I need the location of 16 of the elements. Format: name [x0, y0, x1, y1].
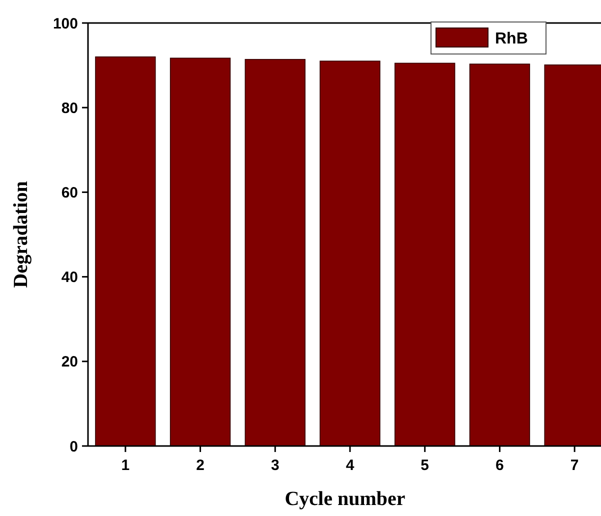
x-tick-label: 5 [420, 457, 430, 474]
y-tick-label: 100 [52, 15, 78, 32]
x-tick-label: 1 [121, 457, 130, 474]
y-axis-title: Degradation [10, 181, 32, 288]
y-tick-label: 20 [61, 354, 78, 371]
legend-label: RhB [495, 30, 528, 48]
x-axis-title: Cycle number [284, 488, 406, 510]
x-tick-label: 7 [570, 457, 579, 474]
x-tick-label: 3 [270, 457, 280, 474]
y-tick-label: 0 [70, 438, 78, 456]
x-tick-label: 4 [346, 457, 355, 474]
y-tick-label: 80 [61, 100, 78, 117]
x-tick-label: 2 [196, 457, 204, 474]
x-tick-label: 6 [496, 457, 504, 474]
y-tick-label: 60 [61, 184, 78, 202]
y-tick-label: 40 [61, 269, 78, 286]
